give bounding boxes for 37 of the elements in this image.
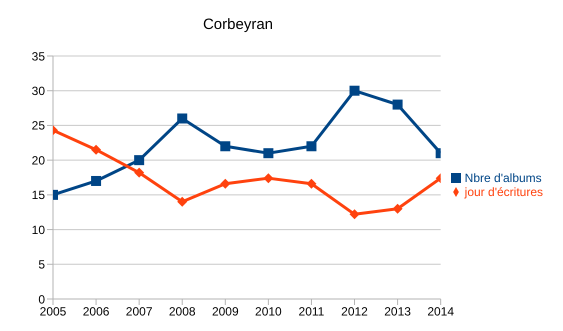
legend-label: jour d'écritures [464, 184, 543, 198]
x-tick-label: 2012 [341, 304, 368, 319]
x-tick-label: 2014 [427, 304, 454, 319]
y-tick-label: 15 [32, 188, 46, 202]
point [177, 113, 188, 124]
point [134, 168, 144, 178]
y-tick-label: 5 [38, 258, 46, 272]
x-tick-label: 2008 [168, 304, 196, 319]
point [392, 204, 403, 214]
x-tick-label: 2009 [212, 304, 239, 319]
point [306, 178, 316, 189]
y-tick-label: 30 [32, 84, 46, 98]
y-tick-label: 0 [38, 292, 46, 306]
point [220, 141, 230, 152]
x-tick-label: 2013 [384, 304, 412, 319]
y-tick-label: 10 [32, 222, 46, 237]
chart-title: Corbeyran [202, 15, 274, 35]
point [177, 196, 188, 207]
point [350, 86, 360, 96]
y-tick-label: 35 [32, 49, 46, 64]
point [91, 176, 102, 186]
point [91, 144, 102, 155]
y-tick-label: 25 [32, 118, 46, 133]
y-tick-label: 20 [32, 153, 46, 168]
x-tick-label: 2011 [298, 304, 325, 319]
x-tick-label: 2007 [126, 304, 153, 319]
point [392, 100, 403, 110]
point [263, 173, 274, 184]
point [220, 178, 230, 189]
point [134, 155, 144, 166]
x-tick-label: 2010 [255, 304, 282, 319]
legend-label: Nbre d'albums [464, 170, 542, 184]
x-tick-label: 2005 [40, 304, 67, 319]
x-tick-label: 2006 [82, 304, 110, 319]
point [306, 141, 316, 152]
point [350, 209, 360, 220]
point [263, 148, 274, 158]
